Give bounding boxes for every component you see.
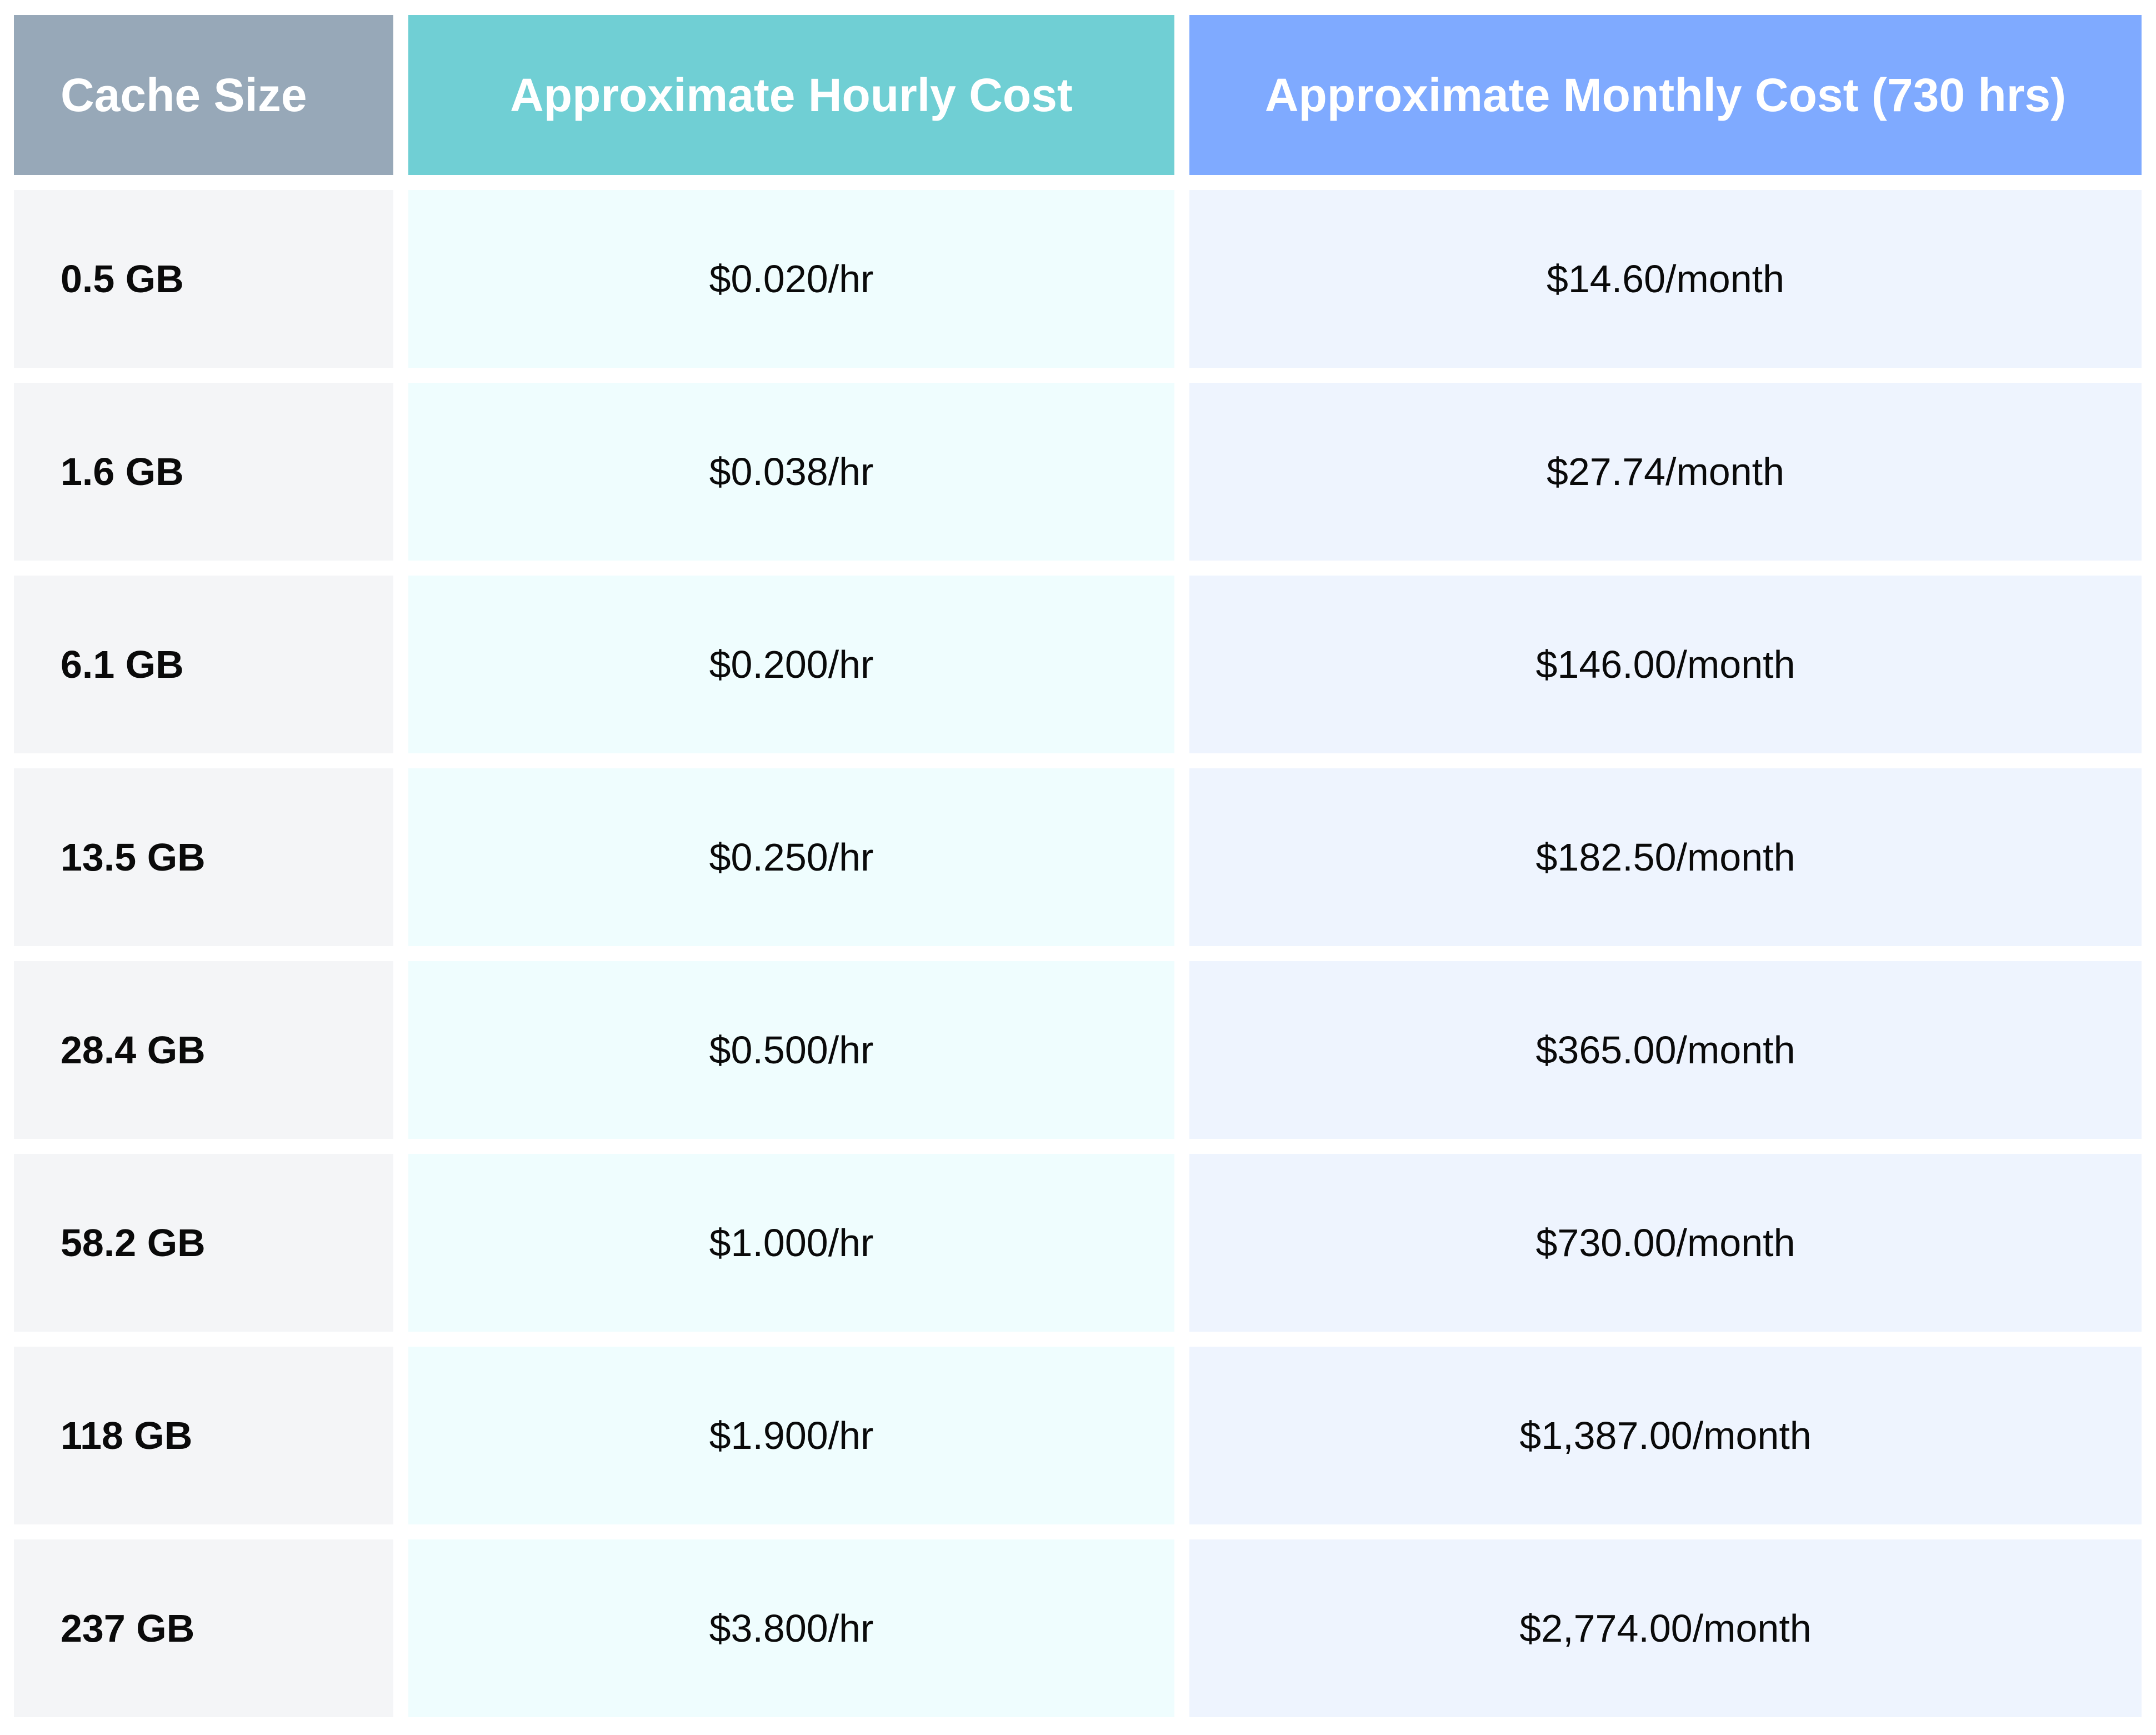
cell-monthly-cost: $2,774.00/month <box>1189 1539 2142 1717</box>
header-hourly-cost: Approximate Hourly Cost <box>408 15 1174 175</box>
cell-monthly-cost: $27.74/month <box>1189 383 2142 561</box>
cell-cache-size: 0.5 GB <box>14 190 393 368</box>
cell-cache-size: 58.2 GB <box>14 1154 393 1332</box>
cell-hourly-cost: $0.020/hr <box>408 190 1174 368</box>
cell-monthly-cost: $365.00/month <box>1189 961 2142 1139</box>
cell-cache-size: 237 GB <box>14 1539 393 1717</box>
header-monthly-cost: Approximate Monthly Cost (730 hrs) <box>1189 15 2142 175</box>
cell-hourly-cost: $0.250/hr <box>408 768 1174 946</box>
cell-hourly-cost: $0.038/hr <box>408 383 1174 561</box>
cell-monthly-cost: $182.50/month <box>1189 768 2142 946</box>
cell-monthly-cost: $730.00/month <box>1189 1154 2142 1332</box>
cell-cache-size: 1.6 GB <box>14 383 393 561</box>
cell-monthly-cost: $1,387.00/month <box>1189 1347 2142 1524</box>
cell-cache-size: 28.4 GB <box>14 961 393 1139</box>
cell-cache-size: 13.5 GB <box>14 768 393 946</box>
header-cache-size: Cache Size <box>14 15 393 175</box>
cell-hourly-cost: $1.900/hr <box>408 1347 1174 1524</box>
cell-hourly-cost: $1.000/hr <box>408 1154 1174 1332</box>
cell-monthly-cost: $14.60/month <box>1189 190 2142 368</box>
cell-hourly-cost: $0.500/hr <box>408 961 1174 1139</box>
pricing-table: Cache Size Approximate Hourly Cost Appro… <box>14 15 2142 1717</box>
cell-cache-size: 6.1 GB <box>14 576 393 753</box>
cell-hourly-cost: $0.200/hr <box>408 576 1174 753</box>
cell-hourly-cost: $3.800/hr <box>408 1539 1174 1717</box>
cell-cache-size: 118 GB <box>14 1347 393 1524</box>
cell-monthly-cost: $146.00/month <box>1189 576 2142 753</box>
